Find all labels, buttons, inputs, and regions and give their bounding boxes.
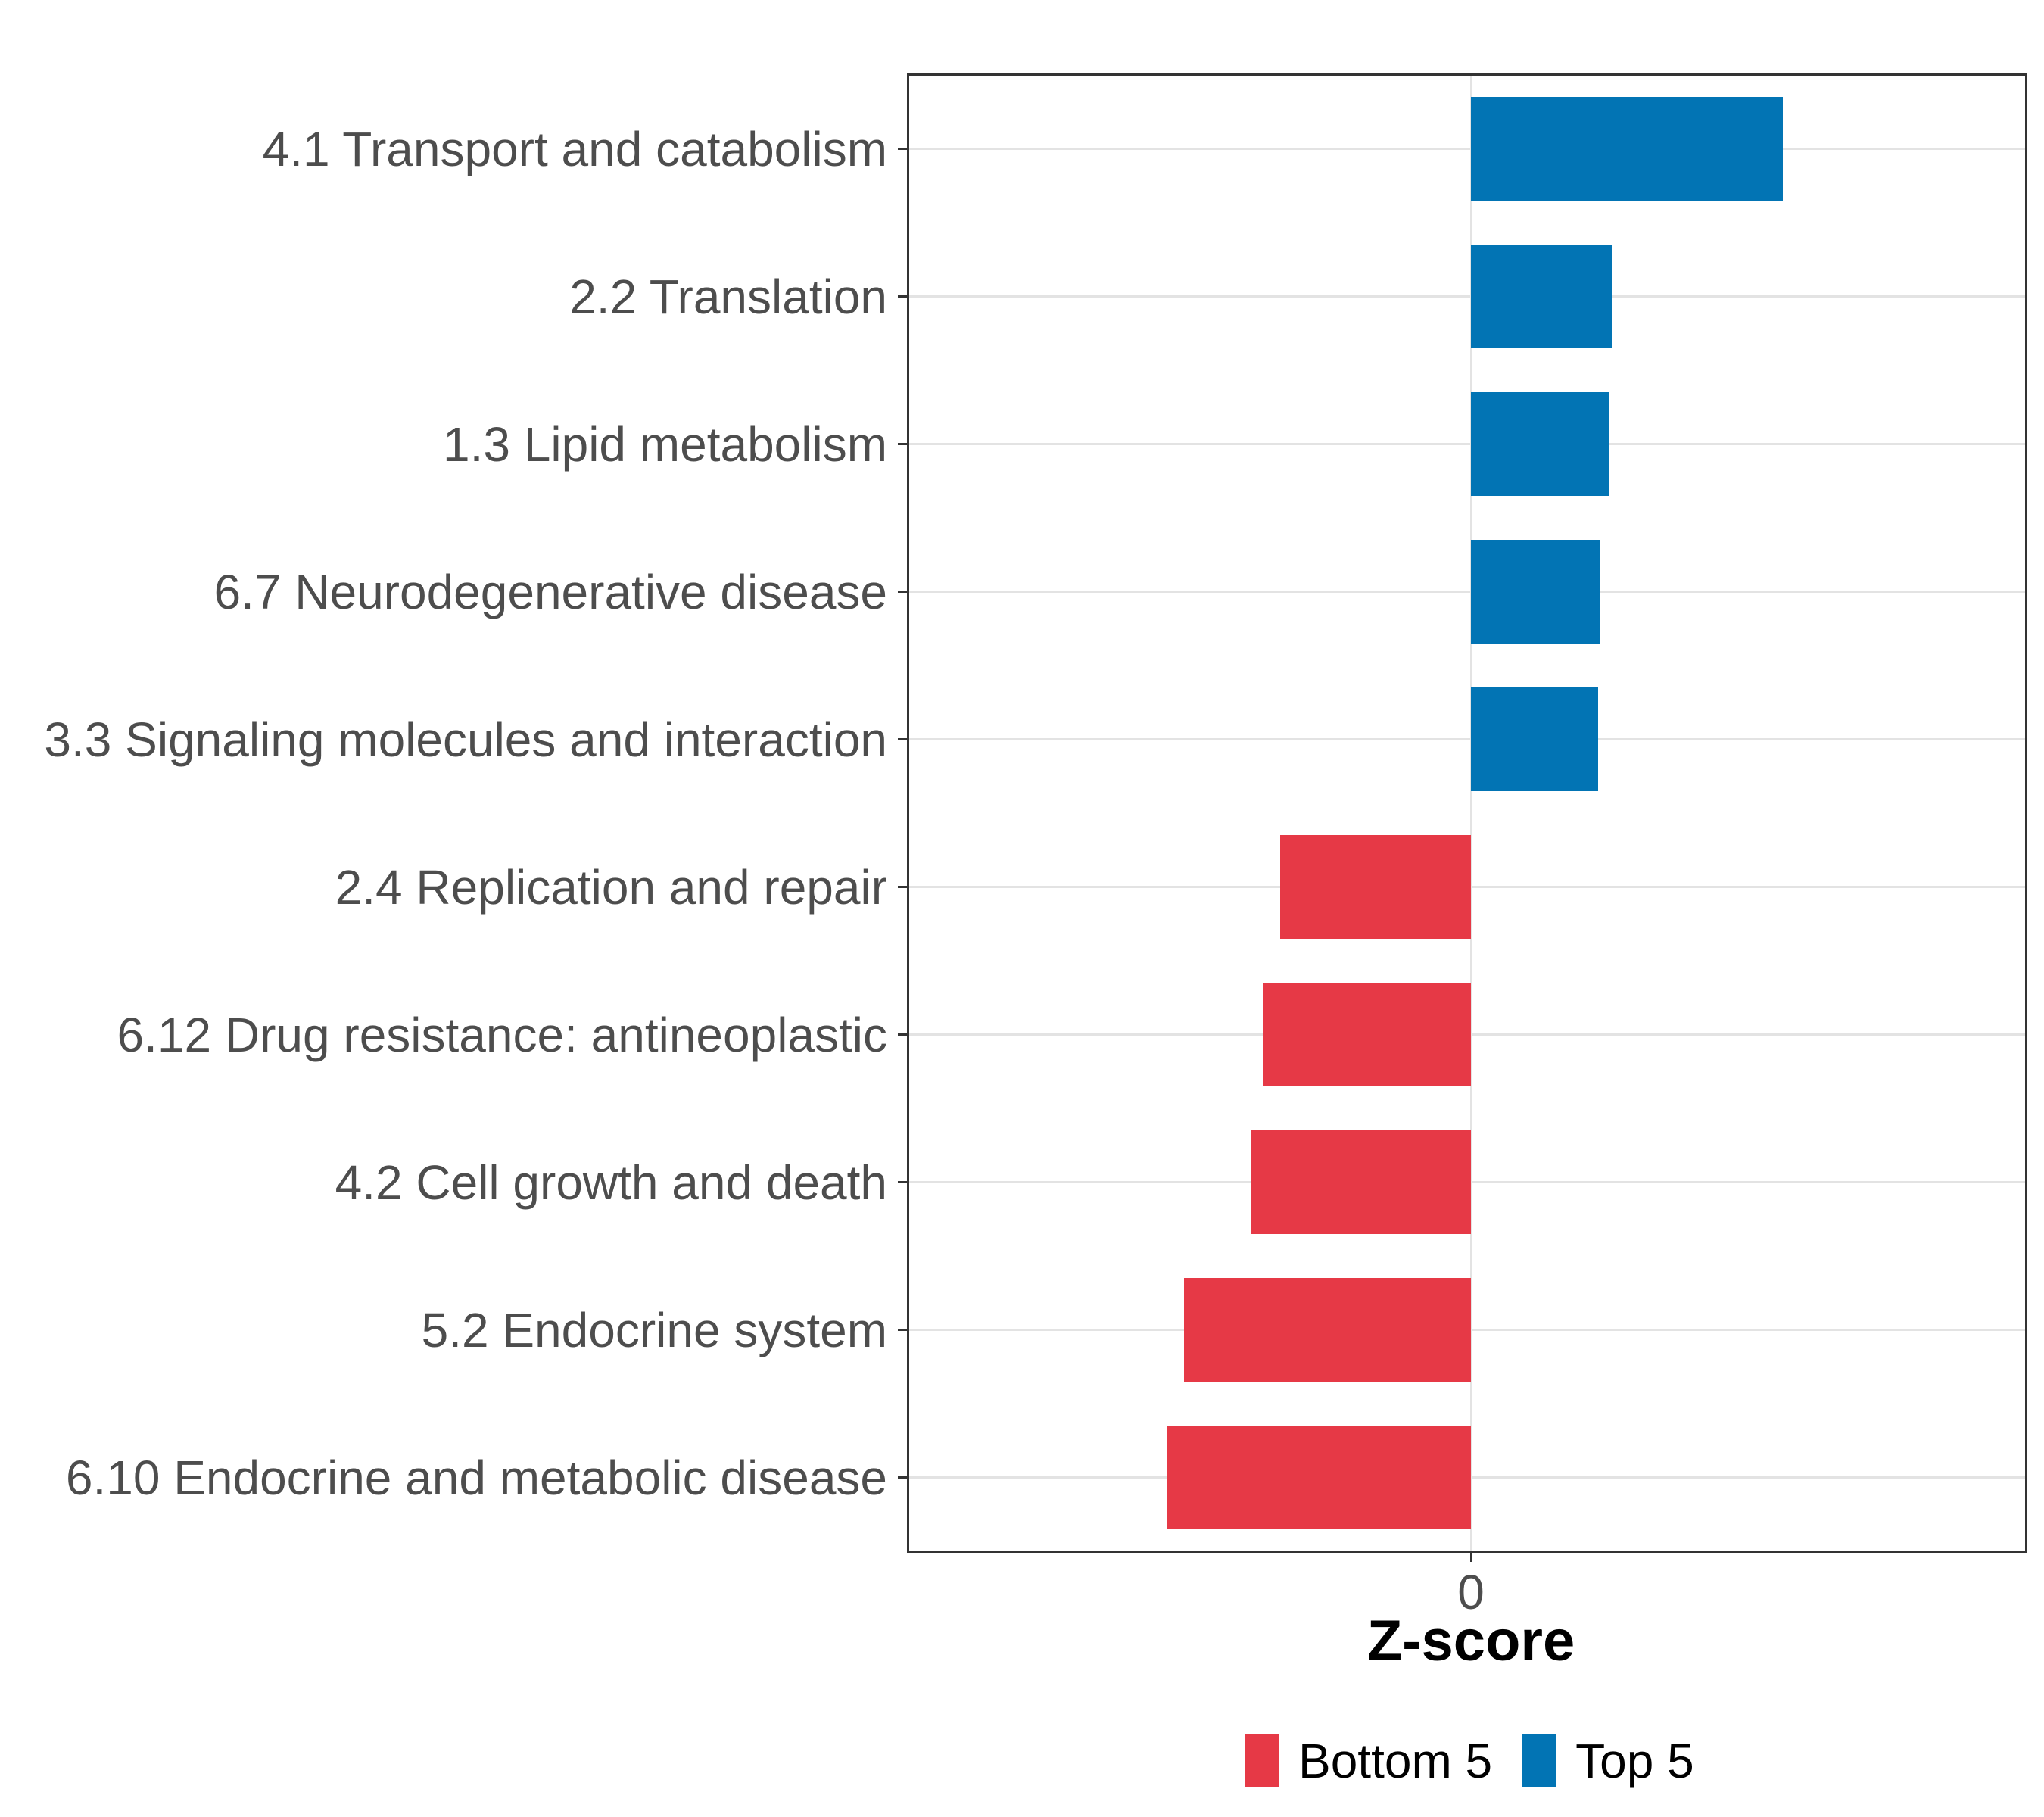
bottom5-color-swatch [1245, 1734, 1279, 1787]
y-axis-label: 5.2 Endocrine system [421, 1302, 887, 1357]
legend: Bottom 5 Top 5 [1245, 1727, 1694, 1795]
y-axis-tick [898, 1181, 908, 1183]
category-gridline [908, 295, 2026, 298]
bar [1471, 687, 1599, 791]
category-gridline [908, 738, 2026, 740]
bar [1263, 983, 1472, 1086]
category-gridline [908, 443, 2026, 445]
bar [1280, 835, 1472, 939]
y-axis-tick [898, 1033, 908, 1036]
y-axis-label: 6.7 Neurodegenerative disease [213, 564, 888, 619]
x-axis-tick [1469, 1551, 1472, 1562]
y-axis-label: 4.2 Cell growth and death [335, 1155, 887, 1210]
legend-entry-top5: Top 5 [1522, 1734, 1694, 1788]
y-axis-label: 2.2 Translation [569, 269, 887, 324]
bar [1471, 540, 1600, 644]
top5-color-swatch [1522, 1734, 1557, 1787]
legend-label-top5: Top 5 [1575, 1734, 1694, 1788]
y-axis-label: 1.3 Lipid metabolism [443, 416, 887, 472]
x-axis-tick-label: 0 [1457, 1565, 1485, 1619]
bar [1471, 245, 1612, 348]
category-gridline [908, 591, 2026, 593]
y-axis-label: 3.3 Signaling molecules and interaction [44, 712, 887, 767]
bar [1471, 97, 1784, 201]
y-axis-label: 4.1 Transport and catabolism [262, 121, 887, 176]
x-axis-title: Z-score [1366, 1609, 1575, 1673]
bar [1251, 1130, 1472, 1234]
y-axis-tick [898, 1329, 908, 1331]
legend-label-bottom5: Bottom 5 [1298, 1734, 1493, 1788]
bar [1183, 1278, 1472, 1382]
y-axis-tick [898, 443, 908, 445]
y-axis-tick [898, 1476, 908, 1479]
y-axis-label: 6.12 Drug resistance: antineoplastic [117, 1007, 887, 1062]
legend-entry-bottom5: Bottom 5 [1245, 1734, 1492, 1788]
bar [1471, 392, 1610, 496]
y-axis-tick [898, 591, 908, 593]
zero-gridline [1469, 75, 1472, 1551]
y-axis-label: 2.4 Replication and repair [335, 859, 887, 915]
y-axis-tick [898, 148, 908, 150]
y-axis-label: 6.10 Endocrine and metabolic disease [65, 1450, 887, 1505]
y-axis-tick [898, 738, 908, 740]
bar [1167, 1426, 1472, 1529]
y-axis-tick [898, 295, 908, 298]
category-gridline [908, 148, 2026, 150]
y-axis-tick [898, 886, 908, 888]
